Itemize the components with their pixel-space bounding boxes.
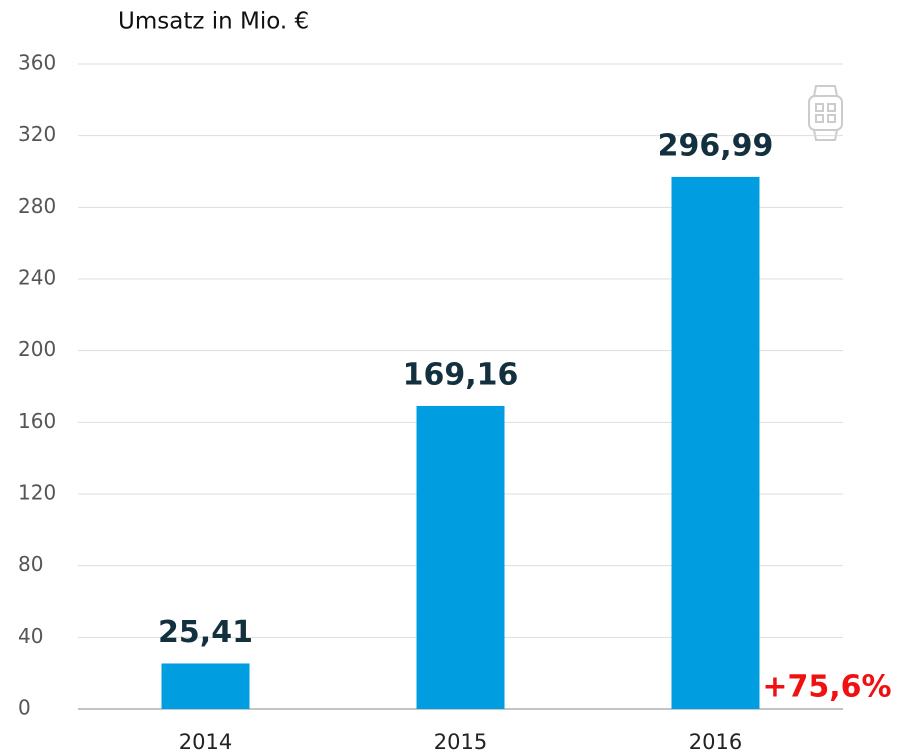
bar [416,405,505,709]
annotation: +75,6% [762,670,891,705]
value-label: 25,41 [158,615,253,650]
y-tick-label: 120 [18,481,56,505]
value-label: 296,99 [658,128,774,163]
value-label: 169,16 [403,357,519,392]
x-tick-label: 2014 [179,730,232,753]
y-tick-label: 160 [18,409,56,433]
y-tick-label: 0 [18,696,31,720]
chart-title: Umsatz in Mio. € [118,9,309,35]
y-tick-label: 280 [18,194,56,218]
x-tick-label: 2016 [689,730,742,753]
bar [671,176,760,709]
y-tick-label: 40 [18,624,43,648]
y-tick-label: 240 [18,266,56,290]
bar [161,663,250,709]
watch-icon [808,85,843,141]
y-tick-label: 360 [18,51,56,75]
y-tick-label: 320 [18,122,56,146]
x-tick-label: 2015 [434,730,487,753]
y-tick-label: 80 [18,552,43,576]
y-tick-label: 200 [18,337,56,361]
